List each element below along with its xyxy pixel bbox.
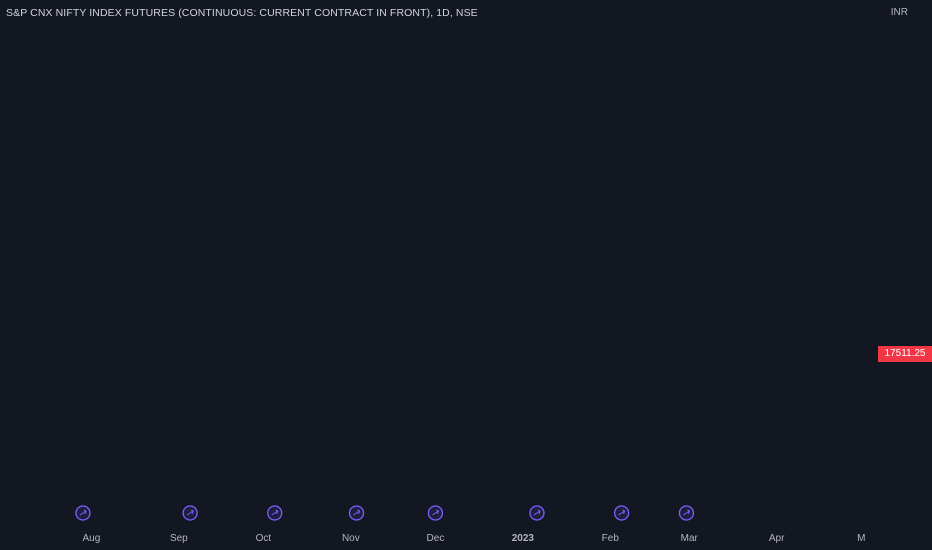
x-tick-label: Oct [256,533,272,544]
event-arrow-icon [683,509,691,516]
x-tick-label: 2023 [512,533,535,544]
x-tick-label: Mar [681,533,699,544]
event-markers [75,505,695,521]
event-arrow-icon [533,509,541,516]
x-tick-label: Feb [602,533,620,544]
event-arrow-icon [271,509,279,516]
chart-title: S&P CNX NIFTY INDEX FUTURES (CONTINUOUS:… [6,7,478,19]
x-tick-label: Sep [170,533,188,544]
event-arrow-icon [353,509,361,516]
event-arrow-icon [432,509,440,516]
event-arrow-icon [618,509,626,516]
x-tick-label: Aug [83,533,101,544]
event-arrow-icon [79,509,87,516]
event-arrow-icon [186,509,194,516]
x-tick-label: M [857,533,865,544]
x-tick-label: Nov [342,533,360,544]
x-tick-label: Apr [769,533,785,544]
currency-label: INR [890,7,908,18]
x-tick-label: Dec [427,533,445,544]
x-axis-labels: Aug Sep Oct Nov Dec 2023 Feb Mar Apr M [83,533,866,544]
last-price-tag: 17511.25 [878,346,932,362]
